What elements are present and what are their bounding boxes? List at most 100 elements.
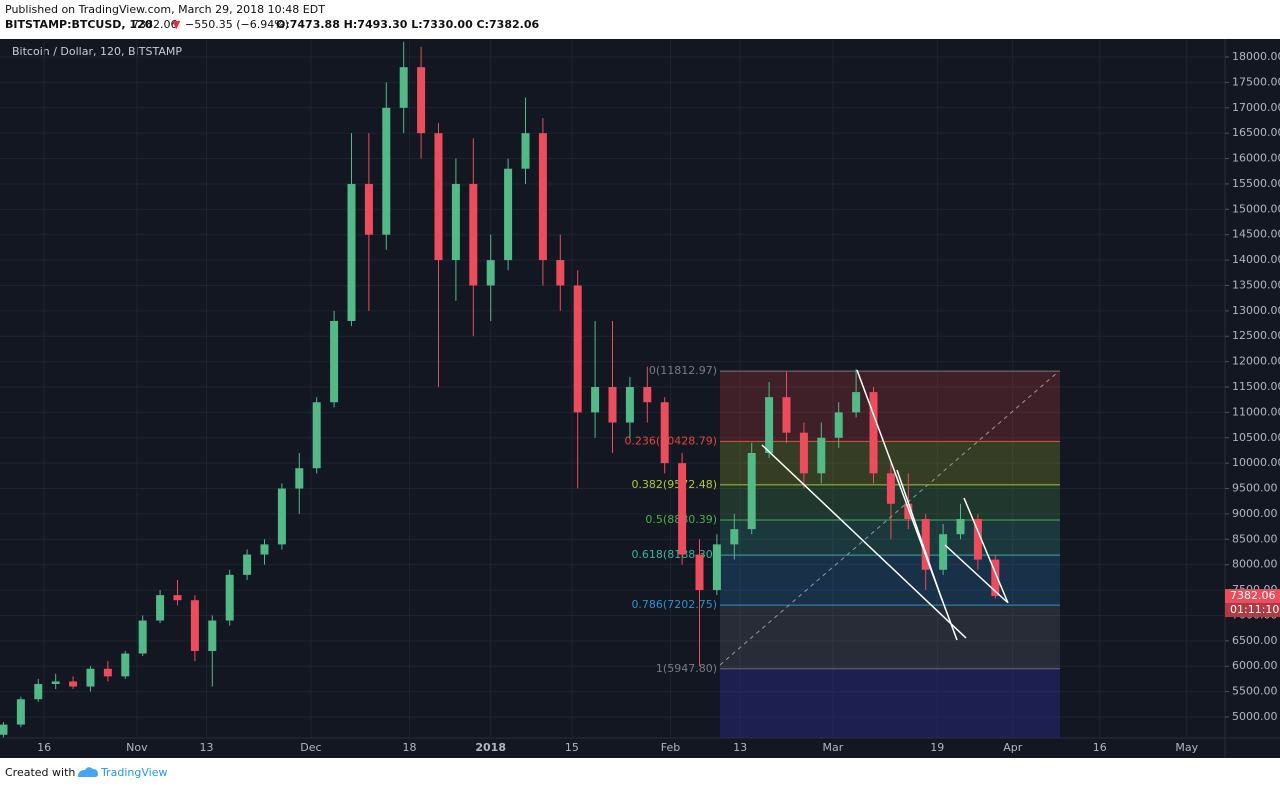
candle-body [991,559,1000,597]
candle-body [225,574,234,621]
y-tick-label: 5000.00 [1232,710,1278,723]
candle-body [347,183,356,322]
y-tick-label: 5500.00 [1232,685,1278,698]
candle-body [16,699,25,725]
candle-body [556,260,565,286]
fib-zone [720,555,1060,606]
candle-body [86,668,95,687]
candle-body [747,452,756,530]
published: Published on TradingView.com, March 29, … [5,3,325,16]
x-tick-label: 13 [199,741,213,754]
candle-body [660,402,669,464]
candle-body [399,67,408,108]
candle-body [904,503,913,519]
y-tick-label: 6000.00 [1232,659,1278,672]
trend-line [896,469,943,601]
candle-body [730,529,739,545]
candle-body [869,392,878,474]
chart-title: Bitcoin / Dollar, 120, BITSTAMP [12,45,182,58]
candle-body [591,387,600,413]
y-tick-label: 8000.00 [1232,558,1278,571]
candle-body [573,285,582,413]
candle-body [330,321,339,403]
change-arrow: ▼ [172,18,181,31]
candle-body [625,387,634,423]
fib-label: 0.382(9572.48) [631,478,717,491]
y-tick-label: 14500.00 [1232,228,1280,241]
candle-body [852,392,861,413]
candle-body [312,402,321,469]
x-tick-label: 16 [37,741,51,754]
candle-body [782,397,791,433]
candle-body [69,681,78,687]
y-tick-label: 15000.00 [1232,202,1280,215]
candle-body [886,473,895,504]
candle-body [608,387,617,423]
x-tick-label: Apr [1003,741,1023,754]
drawings [719,369,1059,666]
brand: TradingView [100,766,167,779]
candle-body [417,67,426,134]
fib-label: 0.236(10428.79) [624,434,717,447]
y-tick-label: 15500.00 [1232,177,1280,190]
candle-body [921,518,930,570]
last-price-tag [1225,589,1280,604]
y-tick-label: 16500.00 [1232,126,1280,139]
fib-zone [720,371,1060,442]
candle-body [382,107,391,235]
trend-line [963,497,1009,604]
fib-zone [720,605,1060,669]
symbol: BITSTAMP:BTCUSD, 120 [5,18,153,31]
countdown-tag [1225,603,1280,618]
candle-body [817,437,826,474]
last-price: 7382.06 [132,18,178,31]
countdown-label: 01:11:10 [1230,603,1279,616]
candle-body [486,260,495,286]
y-tick-label: 10000.00 [1232,456,1280,469]
candle-body [103,668,112,677]
candle-body [121,653,130,677]
fib-extension-zone [720,668,1060,738]
candle-body [208,620,217,651]
x-tick-label: Nov [126,741,148,754]
candle-body [138,620,147,654]
candle-body [643,387,652,403]
y-tick-label: 13000.00 [1232,304,1280,317]
fib-label: 0(11812.97) [649,364,717,377]
y-tick-label: 17000.00 [1232,101,1280,114]
fib-label: 0.618(8188.30) [631,548,717,561]
candle-body [939,534,948,570]
candle-body [34,683,43,700]
brand-logo [78,767,98,777]
candle-body [469,183,478,286]
y-tick-label: 18000.00 [1232,50,1280,63]
candle-body [521,133,530,169]
trend-line [761,444,967,639]
x-tick-label: 13 [733,741,747,754]
x-tick-label: 19 [930,741,944,754]
candle-body [190,600,199,651]
candle-body [156,595,165,621]
y-tick-label: 10500.00 [1232,431,1280,444]
trend-line [944,544,1008,603]
y-tick-label: 6500.00 [1232,634,1278,647]
x-tick-label: 2018 [475,741,506,754]
y-tick-label: 17500.00 [1232,75,1280,88]
x-tick-label: 16 [1093,741,1107,754]
y-tick-label: 11500.00 [1232,380,1280,393]
fib-zone [720,519,1060,556]
y-tick-label: 11000.00 [1232,405,1280,418]
ohlc: O:7473.88 H:7493.30 L:7330.00 C:7382.06 [276,18,539,31]
y-tick-label: 9000.00 [1232,507,1278,520]
candle-body [451,183,460,261]
candle-body [0,724,8,735]
candle-body [260,544,269,555]
y-tick-label: 16000.00 [1232,152,1280,165]
candle-body [695,554,704,591]
candle-body [295,468,304,489]
candle-body [277,488,286,545]
x-tick-label: Mar [823,741,844,754]
candle-body [364,183,373,235]
